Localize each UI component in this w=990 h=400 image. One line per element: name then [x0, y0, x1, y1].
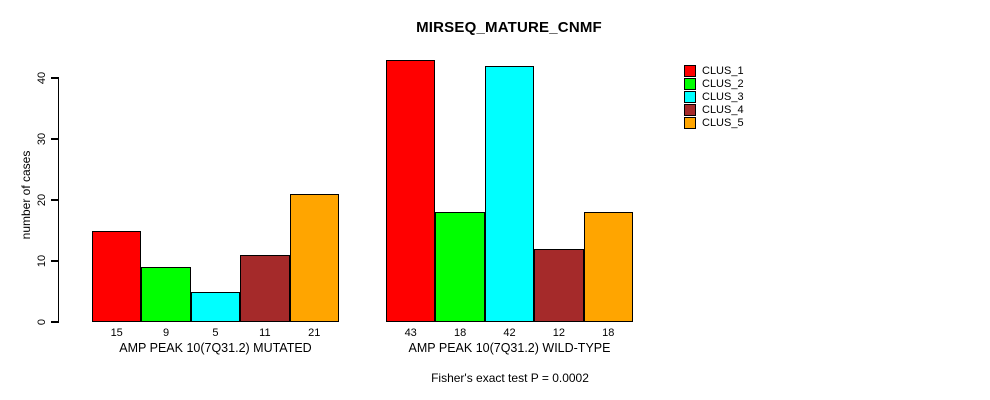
fisher-test-caption: Fisher's exact test P = 0.0002 — [431, 371, 589, 385]
legend-swatch-clus_3 — [684, 90, 696, 103]
legend-swatch-clus_4 — [684, 103, 696, 116]
y-tick-label: 40 — [36, 71, 48, 85]
legend-swatch-clus_1 — [684, 64, 696, 77]
y-tick-mark — [51, 260, 58, 262]
legend-swatch-clus_2 — [684, 77, 696, 90]
bar-value-label: 15 — [110, 327, 123, 339]
y-tick-mark — [51, 321, 58, 323]
bar-clus_4-group1 — [240, 254, 290, 322]
y-tick-mark — [51, 199, 58, 201]
bar-clus_5-group2 — [583, 212, 633, 322]
bar-clus_3-group1 — [190, 291, 241, 322]
legend-label: CLUS_5 — [702, 116, 744, 129]
y-tick-label: 20 — [36, 193, 48, 207]
legend-item: CLUS_3 — [684, 90, 744, 103]
y-tick-mark — [51, 138, 58, 140]
bar-value-label: 11 — [259, 327, 271, 339]
y-axis-line — [57, 77, 59, 323]
bar-clus_5-group1 — [289, 193, 339, 322]
legend-item: CLUS_4 — [684, 103, 744, 116]
bar-value-label: 18 — [602, 327, 615, 339]
legend-label: CLUS_1 — [702, 64, 744, 77]
y-tick-label: 0 — [36, 318, 48, 326]
bar-value-label: 9 — [163, 327, 170, 339]
y-axis-title: number of cases — [19, 150, 33, 240]
bar-clus_1-group2 — [386, 59, 436, 322]
legend-item: CLUS_2 — [684, 77, 744, 90]
group-label: AMP PEAK 10(7Q31.2) WILD-TYPE — [408, 341, 611, 355]
bar-value-label: 21 — [308, 327, 321, 339]
y-tick-mark — [51, 77, 58, 79]
bar-value-label: 18 — [453, 327, 467, 339]
y-tick-label: 10 — [36, 254, 48, 268]
bar-clus_3-group2 — [484, 65, 535, 322]
chart-title: MIRSEQ_MATURE_CNMF — [416, 19, 602, 36]
legend-swatch-clus_5 — [684, 116, 696, 129]
bar-value-label: 42 — [503, 327, 516, 339]
bar-value-label: 43 — [404, 327, 417, 339]
bar-value-label: 12 — [552, 327, 565, 339]
legend-label: CLUS_3 — [702, 90, 744, 103]
bar-clus_4-group2 — [534, 248, 584, 322]
group-label: AMP PEAK 10(7Q31.2) MUTATED — [119, 341, 312, 355]
bar-clus_1-group1 — [92, 230, 142, 322]
bar-value-label: 5 — [212, 327, 219, 339]
legend-item: CLUS_1 — [684, 64, 744, 77]
bar-clus_2-group2 — [435, 212, 485, 322]
legend-label: CLUS_2 — [702, 77, 744, 90]
bar-clus_2-group1 — [141, 267, 191, 322]
legend-item: CLUS_5 — [684, 116, 744, 129]
y-tick-label: 30 — [36, 132, 48, 146]
legend-label: CLUS_4 — [702, 103, 744, 116]
legend: CLUS_1 CLUS_2 CLUS_3 CLUS_4 CLUS_5 — [684, 64, 744, 129]
